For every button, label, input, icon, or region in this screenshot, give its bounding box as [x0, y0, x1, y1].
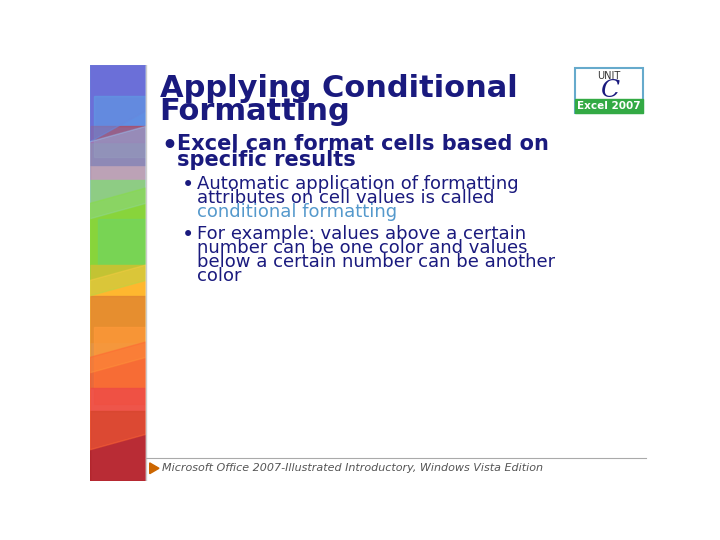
- Text: Formatting: Formatting: [160, 97, 351, 126]
- Bar: [90, 126, 145, 188]
- Polygon shape: [150, 463, 159, 474]
- Bar: [98, 219, 145, 280]
- Text: specific results: specific results: [177, 150, 356, 170]
- Text: C: C: [600, 79, 618, 103]
- Text: attributes on cell values is called: attributes on cell values is called: [197, 189, 495, 207]
- Text: below a certain number can be another: below a certain number can be another: [197, 253, 555, 271]
- Bar: [575, 99, 644, 112]
- Text: •: •: [181, 225, 194, 245]
- Polygon shape: [90, 265, 145, 373]
- Bar: [94, 96, 145, 157]
- Polygon shape: [90, 342, 145, 450]
- Bar: [90, 411, 145, 481]
- Bar: [90, 388, 145, 481]
- Bar: [94, 327, 145, 403]
- Polygon shape: [90, 65, 145, 142]
- Text: Excel 2007: Excel 2007: [577, 101, 641, 111]
- Text: number can be one color and values: number can be one color and values: [197, 239, 528, 257]
- Polygon shape: [90, 126, 145, 219]
- Bar: [90, 296, 145, 388]
- Bar: [90, 265, 145, 342]
- Bar: [90, 65, 145, 165]
- Bar: [90, 65, 145, 481]
- Text: •: •: [161, 133, 177, 158]
- FancyBboxPatch shape: [575, 68, 644, 112]
- Text: UNIT: UNIT: [598, 71, 621, 82]
- Text: color: color: [197, 267, 241, 285]
- Text: Excel can format cells based on: Excel can format cells based on: [177, 133, 549, 154]
- Bar: [90, 180, 145, 273]
- Text: For example: values above a certain: For example: values above a certain: [197, 225, 526, 243]
- Polygon shape: [90, 188, 145, 296]
- Bar: [90, 65, 145, 142]
- Text: •: •: [181, 175, 194, 195]
- Text: Applying Conditional: Applying Conditional: [160, 74, 518, 103]
- Text: Microsoft Office 2007-Illustrated Introductory, Windows Vista Edition: Microsoft Office 2007-Illustrated Introd…: [162, 463, 543, 473]
- Text: Automatic application of formatting: Automatic application of formatting: [197, 175, 518, 193]
- Text: conditional formatting: conditional formatting: [197, 203, 397, 221]
